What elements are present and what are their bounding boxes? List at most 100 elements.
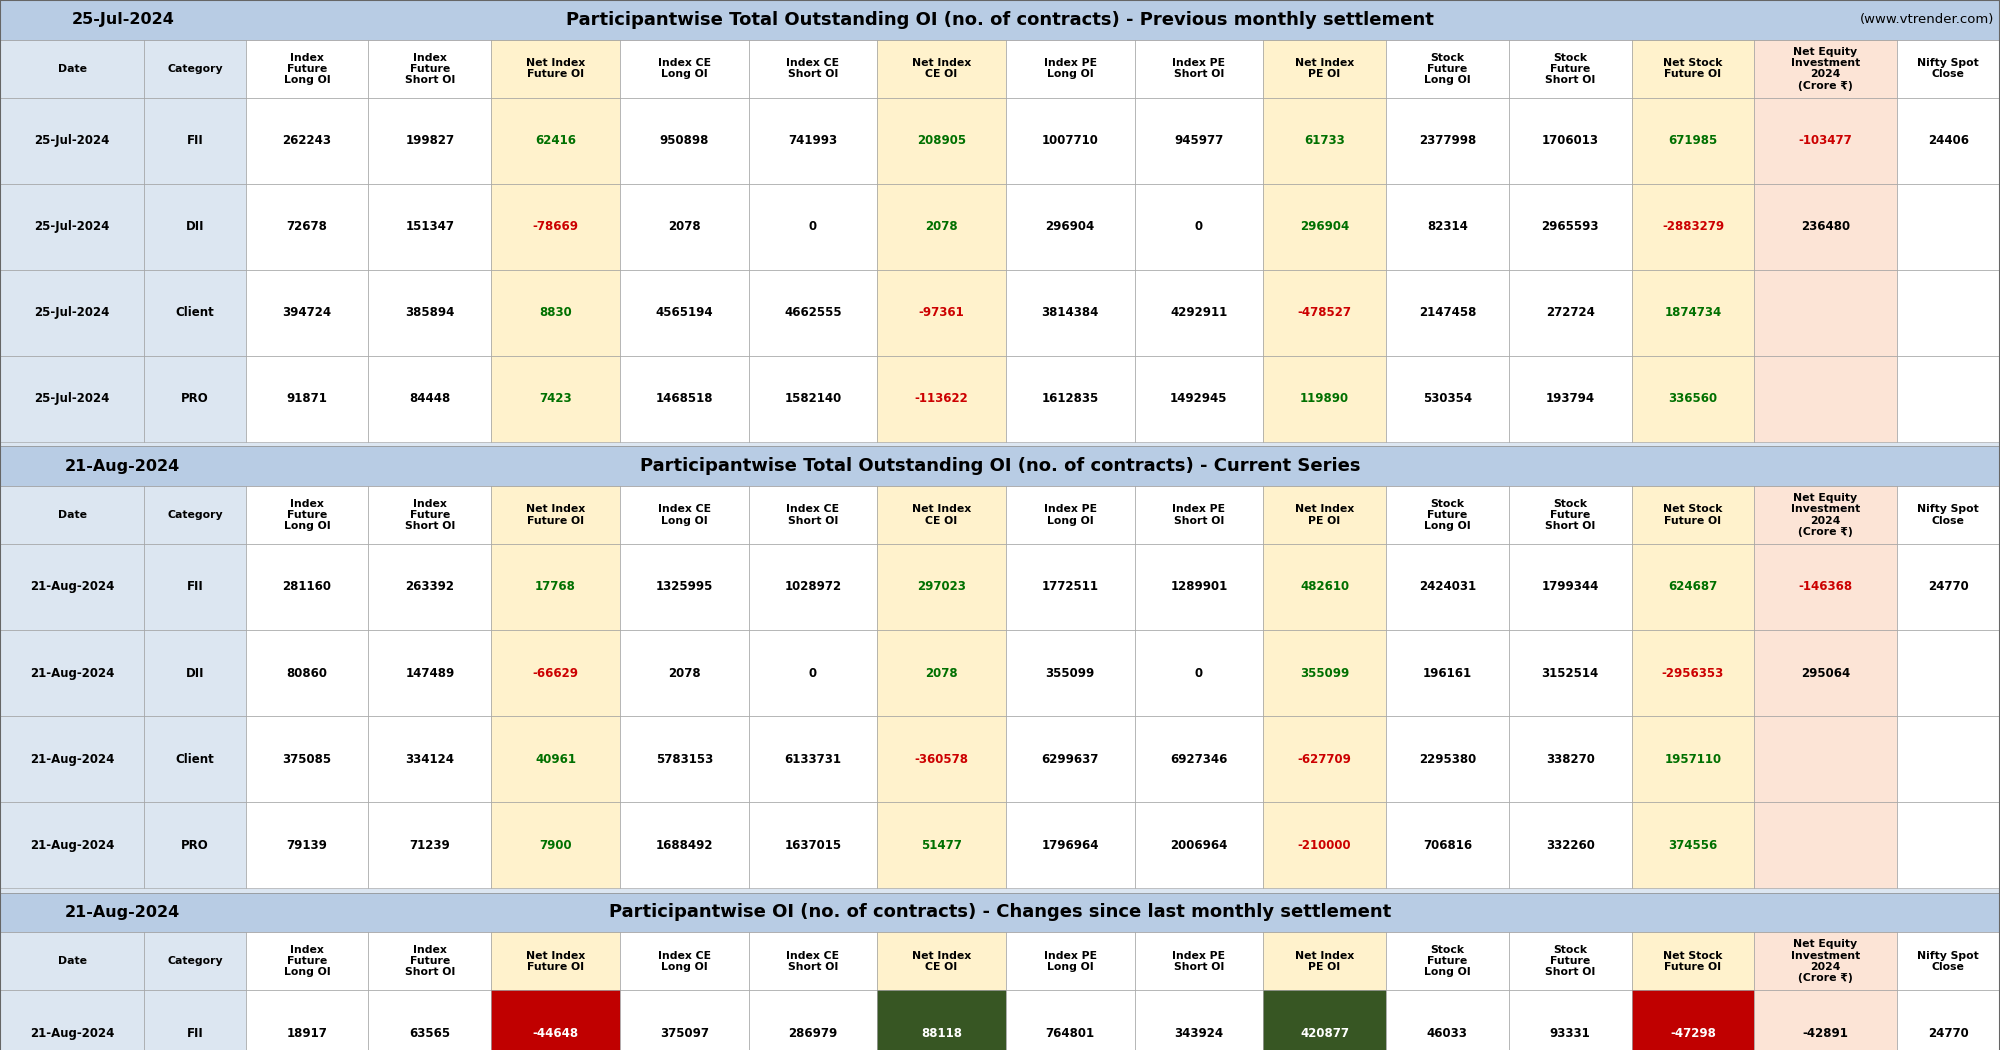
Text: 375085: 375085: [282, 753, 332, 765]
Text: 741993: 741993: [788, 134, 838, 147]
Bar: [0, 40, 144, 98]
Bar: [1134, 184, 1264, 270]
Text: Net Equity
Investment
2024
(Crore ₹): Net Equity Investment 2024 (Crore ₹): [1790, 940, 1860, 983]
Text: 71239: 71239: [410, 839, 450, 852]
Text: -2956353: -2956353: [1662, 667, 1724, 679]
Bar: [1006, 356, 1134, 442]
Bar: [1006, 184, 1134, 270]
Text: Participantwise Total Outstanding OI (no. of contracts) - Current Series: Participantwise Total Outstanding OI (no…: [640, 457, 1360, 476]
Bar: [1006, 716, 1134, 802]
Bar: [1006, 544, 1134, 630]
Text: 8830: 8830: [540, 307, 572, 319]
Text: Nifty Spot
Close: Nifty Spot Close: [1918, 504, 1980, 526]
Bar: [1386, 486, 1508, 544]
Text: 1796964: 1796964: [1042, 839, 1098, 852]
Bar: [0, 990, 144, 1050]
Text: Client: Client: [176, 307, 214, 319]
Text: 80860: 80860: [286, 667, 328, 679]
Text: 1688492: 1688492: [656, 839, 712, 852]
Bar: [1754, 932, 1896, 990]
Bar: [1006, 98, 1134, 184]
Bar: [1264, 98, 1386, 184]
Text: 2078: 2078: [668, 220, 700, 233]
Bar: [1264, 990, 1386, 1050]
Text: Client: Client: [176, 753, 214, 765]
Bar: [1896, 990, 2000, 1050]
Bar: [246, 630, 368, 716]
Text: 6927346: 6927346: [1170, 753, 1228, 765]
Bar: [144, 932, 246, 990]
Text: Index PE
Long OI: Index PE Long OI: [1044, 504, 1096, 526]
Text: Date: Date: [58, 64, 86, 74]
Bar: [620, 270, 748, 356]
Bar: [1134, 544, 1264, 630]
Bar: [1632, 184, 1754, 270]
Text: Stock
Future
Short OI: Stock Future Short OI: [1544, 52, 1596, 85]
Text: Index PE
Short OI: Index PE Short OI: [1172, 58, 1226, 80]
Text: Net Index
CE OI: Net Index CE OI: [912, 58, 972, 80]
Text: 119890: 119890: [1300, 393, 1350, 405]
Bar: [1508, 802, 1632, 888]
Text: 84448: 84448: [410, 393, 450, 405]
Bar: [0, 98, 144, 184]
Text: -78669: -78669: [532, 220, 578, 233]
Text: 72678: 72678: [286, 220, 328, 233]
Text: 482610: 482610: [1300, 581, 1350, 593]
Text: 1325995: 1325995: [656, 581, 712, 593]
Bar: [1754, 270, 1896, 356]
Text: -103477: -103477: [1798, 134, 1852, 147]
Text: Net Stock
Future OI: Net Stock Future OI: [1664, 58, 1722, 80]
Bar: [620, 630, 748, 716]
Text: 281160: 281160: [282, 581, 332, 593]
Text: 0: 0: [1194, 667, 1202, 679]
Text: 297023: 297023: [918, 581, 966, 593]
Bar: [1386, 270, 1508, 356]
Bar: [1632, 932, 1754, 990]
Text: Index CE
Short OI: Index CE Short OI: [786, 950, 840, 972]
Bar: [1006, 486, 1134, 544]
Text: 296904: 296904: [1300, 220, 1350, 233]
Bar: [1896, 40, 2000, 98]
Bar: [144, 990, 246, 1050]
Bar: [1508, 486, 1632, 544]
Text: 0: 0: [808, 667, 816, 679]
Bar: [878, 932, 1006, 990]
Text: 7423: 7423: [540, 393, 572, 405]
Bar: [492, 98, 620, 184]
Bar: [1264, 40, 1386, 98]
Bar: [0, 892, 2000, 932]
Bar: [246, 932, 368, 990]
Bar: [1896, 270, 2000, 356]
Bar: [492, 356, 620, 442]
Bar: [1264, 802, 1386, 888]
Bar: [1264, 716, 1386, 802]
Text: 21-Aug-2024: 21-Aug-2024: [66, 905, 180, 920]
Bar: [620, 184, 748, 270]
Bar: [246, 184, 368, 270]
Bar: [1134, 932, 1264, 990]
Text: 63565: 63565: [410, 1027, 450, 1040]
Text: -210000: -210000: [1298, 839, 1352, 852]
Text: Net Index
PE OI: Net Index PE OI: [1294, 504, 1354, 526]
Text: FII: FII: [186, 134, 204, 147]
Text: Net Equity
Investment
2024
(Crore ₹): Net Equity Investment 2024 (Crore ₹): [1790, 494, 1860, 537]
Text: 2006964: 2006964: [1170, 839, 1228, 852]
Bar: [878, 184, 1006, 270]
Bar: [144, 544, 246, 630]
Text: Stock
Future
Long OI: Stock Future Long OI: [1424, 52, 1470, 85]
Text: 236480: 236480: [1800, 220, 1850, 233]
Text: 1028972: 1028972: [784, 581, 842, 593]
Text: PRO: PRO: [182, 393, 208, 405]
Text: 1637015: 1637015: [784, 839, 842, 852]
Bar: [492, 990, 620, 1050]
Bar: [1386, 932, 1508, 990]
Text: 3152514: 3152514: [1542, 667, 1598, 679]
Text: 343924: 343924: [1174, 1027, 1224, 1040]
Bar: [748, 932, 878, 990]
Bar: [1134, 40, 1264, 98]
Text: 1612835: 1612835: [1042, 393, 1098, 405]
Bar: [1754, 716, 1896, 802]
Bar: [492, 40, 620, 98]
Bar: [1134, 630, 1264, 716]
Bar: [878, 802, 1006, 888]
